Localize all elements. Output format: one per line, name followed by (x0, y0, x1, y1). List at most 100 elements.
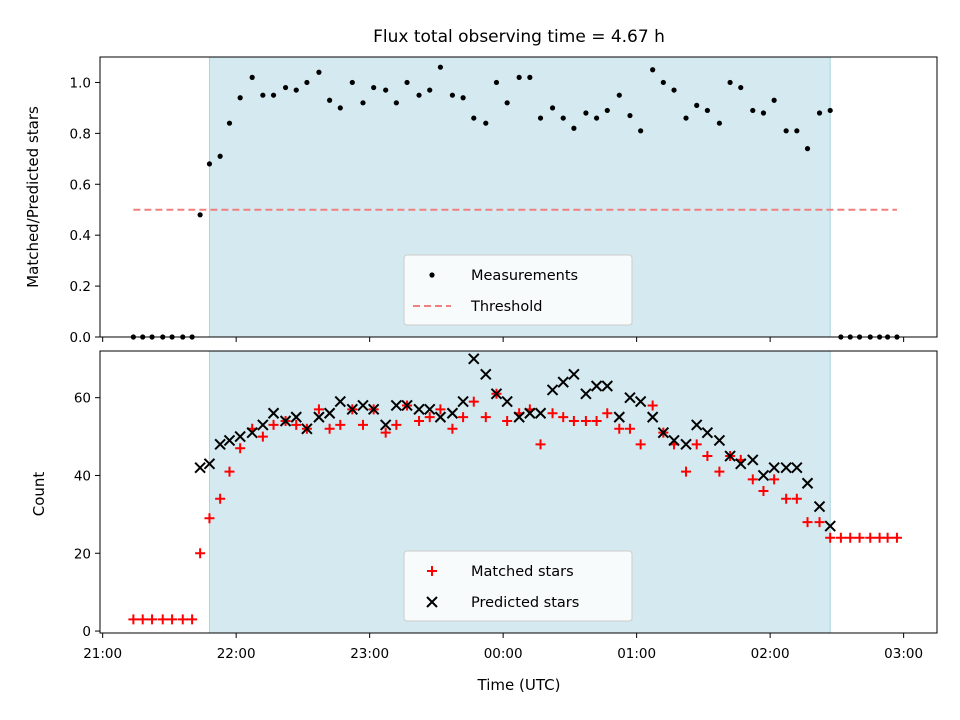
bottom-ylabel: Count (30, 472, 48, 517)
top-ytick-label: 0.8 (70, 126, 91, 142)
measurement-point (237, 95, 243, 101)
predicted-stars-point (657, 426, 670, 439)
matched-stars-point (791, 493, 802, 504)
predicted-stars-point (214, 438, 226, 451)
measurement-point (206, 161, 213, 167)
matched-stars-point (391, 419, 402, 430)
predicted-stars-point (390, 399, 403, 412)
matched-stars-point (128, 614, 139, 625)
bottom-xtick-label: 00:00 (484, 646, 523, 662)
predicted-stars-point (413, 403, 425, 416)
predicted-stars-point (824, 520, 836, 532)
top-legend: Measurements Threshold (403, 254, 633, 326)
measurement-point (337, 105, 343, 111)
matched-stars-point (882, 532, 893, 543)
matched-stars-point (268, 419, 279, 430)
matched-stars-point (187, 614, 198, 625)
matched-stars-point (204, 513, 215, 524)
measurement-point (593, 115, 600, 121)
predicted-stars-point (780, 461, 792, 474)
measurement-point (827, 107, 833, 114)
bottom-xtick-label: 22:00 (217, 646, 256, 662)
measurement-point (316, 69, 322, 75)
measurement-point (383, 87, 389, 93)
matched-stars-point (480, 412, 491, 423)
predicted-stars-point (323, 407, 336, 419)
measurement-point (460, 95, 466, 101)
predicted-stars-point (557, 376, 569, 388)
measurement-point (304, 79, 310, 86)
bottom-legend-label: Predicted stars (471, 595, 579, 611)
predicted-stars-point (668, 434, 680, 447)
matched-stars-point (691, 439, 702, 450)
predicted-stars-point (424, 403, 436, 416)
measurement-point (549, 105, 556, 111)
measurement-point (483, 120, 489, 126)
measurement-point (760, 110, 767, 116)
predicted-stars-point (457, 395, 469, 408)
matched-stars-point (854, 532, 865, 543)
matched-stars-point (714, 466, 725, 477)
predicted-stars-point (257, 419, 269, 431)
predicted-stars-point (568, 368, 580, 381)
measurement-point (794, 128, 800, 134)
top-axes-frame (99, 56, 938, 338)
measurement-point (660, 79, 666, 86)
predicted-stars-point (446, 407, 459, 419)
matched-stars-point (424, 412, 435, 423)
predicted-stars-point (757, 469, 770, 482)
measurement-point (471, 115, 477, 121)
measurement-point (416, 92, 422, 98)
predicted-stars-point (601, 380, 613, 392)
matched-stars-point (781, 493, 792, 504)
predicted-stars-point (501, 395, 513, 408)
matched-stars-point (147, 614, 158, 625)
measurement-point (750, 107, 756, 114)
matched-stars-point (447, 423, 458, 434)
measurement-point (816, 110, 823, 116)
measurement-point (738, 84, 744, 91)
measurement-point (393, 100, 399, 106)
top-panel: 0.0 0.2 0.4 0.6 0.8 1.0 Measurements Threshold (70, 56, 938, 346)
matched-stars-point (215, 493, 226, 504)
predicted-stars-point (813, 500, 826, 513)
measurement-point (493, 79, 500, 86)
predicted-stars-point (401, 399, 413, 412)
predicted-stars-point (490, 388, 503, 400)
predicted-stars-point (246, 426, 258, 439)
matched-stars-point (137, 614, 148, 625)
measurement-point (404, 79, 410, 86)
matched-stars-point (614, 423, 625, 434)
measurement-point (583, 110, 589, 116)
bottom-xtick-label: 01:00 (617, 646, 656, 662)
matched-stars-point (435, 404, 446, 415)
matched-stars-point (591, 416, 602, 427)
matched-stars-point (702, 451, 713, 462)
predicted-stars-point (234, 430, 246, 443)
predicted-stars-point (346, 403, 359, 416)
matched-stars-point (580, 416, 591, 427)
predicted-stars-point (524, 407, 536, 419)
top-legend-box (403, 254, 633, 326)
matched-stars-point (235, 443, 246, 454)
matched-stars-point (380, 427, 391, 438)
top-ytick-label: 0.2 (70, 279, 91, 295)
measurement-point (604, 107, 610, 114)
predicted-stars-point (680, 438, 692, 451)
measurement-point (560, 115, 566, 121)
legend-plus-icon (427, 566, 437, 576)
bottom-ytick-label: 60 (74, 391, 91, 407)
predicted-stars-point (223, 434, 236, 447)
predicted-stars-point (334, 395, 346, 408)
measurement-point (616, 92, 622, 98)
measurement-point (671, 87, 677, 93)
matched-stars-point (835, 532, 846, 543)
measurement-point (694, 102, 700, 108)
bottom-ytick-label: 40 (74, 468, 91, 484)
predicted-stars-point (590, 380, 603, 392)
measurement-point (282, 84, 289, 91)
predicted-stars-point (735, 458, 747, 470)
predicted-stars-point (691, 419, 703, 431)
matched-stars-point (502, 416, 513, 427)
matched-stars-point (647, 400, 658, 411)
